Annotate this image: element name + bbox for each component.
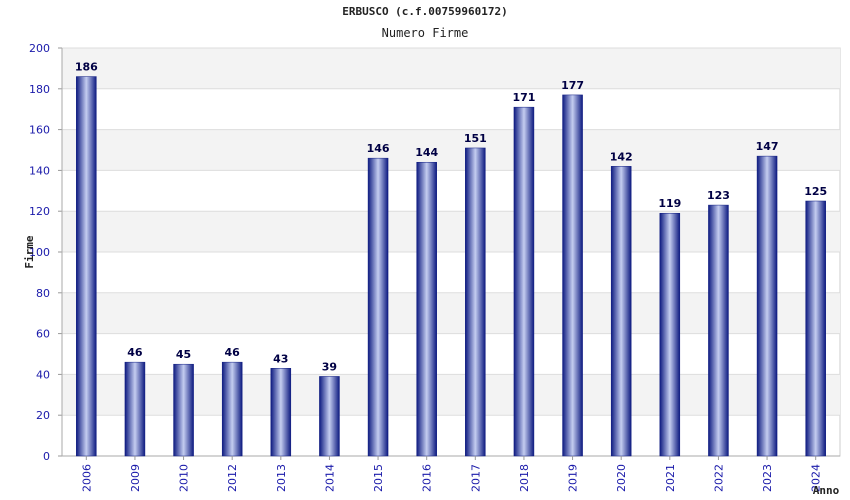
bar <box>708 204 729 457</box>
bar <box>659 212 681 457</box>
chart-title: ERBUSCO (c.f.00759960172) <box>342 5 508 18</box>
x-tick-label: 2006 <box>80 464 93 492</box>
y-tick-label: 140 <box>29 164 50 177</box>
bar <box>319 376 340 457</box>
x-tick-label: 2020 <box>615 464 628 492</box>
bar <box>173 363 194 457</box>
bar <box>610 166 632 457</box>
y-tick-label: 160 <box>29 124 50 137</box>
y-tick-label: 80 <box>36 287 50 300</box>
y-tick-label: 120 <box>29 205 50 218</box>
x-axis: 2006 2009 2010 2012 2013 2014 2015 2016 2017 2018… <box>80 456 823 492</box>
data-label: 45 <box>176 348 191 361</box>
y-tick-label: 60 <box>36 328 50 341</box>
bar <box>513 106 535 457</box>
x-tick-label: 2024 <box>810 464 823 492</box>
data-label: 142 <box>610 150 633 163</box>
data-label: 171 <box>512 91 535 104</box>
bar <box>221 361 243 457</box>
bar <box>756 155 778 457</box>
bar <box>367 157 389 457</box>
data-label: 147 <box>756 140 779 153</box>
data-label: 151 <box>464 132 487 145</box>
data-labels: 186 46 45 46 43 39 146 144 151 171 177 142 119 123 147… <box>75 61 827 374</box>
grid-band <box>62 129 840 171</box>
x-tick-label: 2013 <box>275 464 288 492</box>
x-tick-label: 2023 <box>761 464 774 492</box>
y-tick-label: 40 <box>36 368 50 381</box>
data-label: 43 <box>273 352 288 365</box>
grid-band <box>62 48 840 89</box>
x-tick-label: 2010 <box>178 464 191 492</box>
data-label: 123 <box>707 189 730 202</box>
data-label: 144 <box>415 146 438 159</box>
x-tick-label: 2022 <box>712 464 725 492</box>
x-tick-label: 2017 <box>469 464 482 492</box>
y-tick-label: 100 <box>29 246 50 259</box>
x-tick-label: 2021 <box>664 464 677 492</box>
y-axis-label: Firme <box>23 235 36 268</box>
x-axis-label: Anno <box>813 484 840 497</box>
bar <box>465 147 486 457</box>
y-tick-label: 180 <box>29 83 50 96</box>
data-label: 146 <box>367 142 390 155</box>
y-tick-label: 200 <box>29 42 50 55</box>
x-tick-label: 2016 <box>421 464 434 492</box>
bar <box>124 361 146 457</box>
y-axis: 0 20 40 60 80 100 120 140 160 180 200 <box>29 42 840 463</box>
x-tick-label: 2015 <box>372 464 385 492</box>
data-label: 46 <box>225 346 241 359</box>
bar <box>76 76 97 457</box>
data-label: 119 <box>658 197 681 210</box>
data-label: 186 <box>75 61 98 74</box>
data-label: 125 <box>804 185 827 198</box>
bar <box>416 161 437 457</box>
x-tick-label: 2018 <box>518 464 531 492</box>
x-tick-label: 2019 <box>567 464 580 492</box>
x-tick-label: 2012 <box>226 464 239 492</box>
data-label: 46 <box>127 346 143 359</box>
bar <box>270 368 292 457</box>
data-label: 39 <box>322 360 337 373</box>
y-tick-label: 0 <box>43 450 50 463</box>
x-tick-label: 2014 <box>323 464 336 492</box>
x-tick-label: 2009 <box>129 464 142 492</box>
y-tick-label: 20 <box>36 409 50 422</box>
data-label: 177 <box>561 79 584 92</box>
bar <box>805 200 826 457</box>
bar <box>562 94 583 457</box>
bars <box>76 76 826 457</box>
chart-subtitle: Numero Firme <box>381 26 469 40</box>
